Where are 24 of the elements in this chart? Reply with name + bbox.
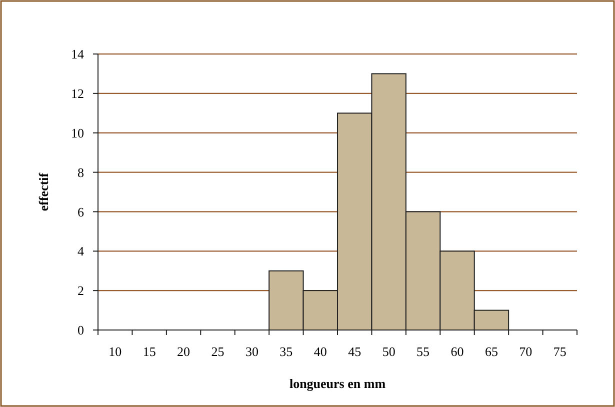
y-axis-title: effectif <box>36 172 51 212</box>
x-tick-label: 15 <box>142 344 156 359</box>
x-tick-label: 20 <box>177 344 190 359</box>
x-tick-label: 40 <box>314 344 327 359</box>
y-tick-label: 8 <box>78 164 84 180</box>
x-tick-label: 10 <box>108 344 122 359</box>
x-tick-label: 50 <box>382 344 396 359</box>
y-tick-label: 12 <box>71 86 84 101</box>
y-tick-label: 6 <box>78 204 84 220</box>
y-tick-label: 4 <box>78 244 84 259</box>
x-tick-label: 30 <box>245 344 258 359</box>
x-tick-label: 45 <box>348 344 362 359</box>
x-tick-label: 55 <box>416 344 430 359</box>
y-tick-label: 14 <box>71 46 84 62</box>
x-tick-label: 75 <box>553 344 566 359</box>
x-axis-title: longueurs en mm <box>289 376 386 391</box>
x-tick-label: 35 <box>280 344 293 359</box>
y-tick-label: 0 <box>78 322 84 338</box>
x-tick-label: 65 <box>484 344 498 359</box>
x-tick-label: 25 <box>211 344 224 359</box>
x-tick-label: 60 <box>450 344 464 359</box>
y-tick-label: 10 <box>71 125 84 140</box>
x-tick-label: 70 <box>519 344 532 359</box>
y-tick-label: 2 <box>78 283 84 298</box>
